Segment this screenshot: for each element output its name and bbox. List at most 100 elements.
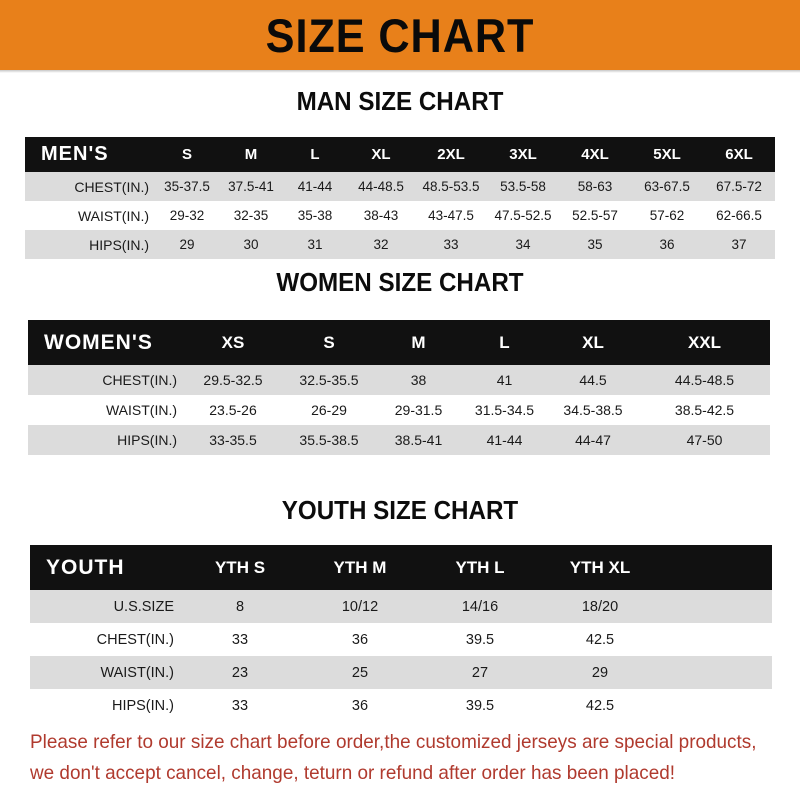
women-header-row: WOMEN'S XS S M L XL XXL — [28, 320, 770, 365]
table-row: WAIST(IN.) 23 25 27 29 — [30, 656, 772, 689]
men-cell: 44-48.5 — [358, 179, 404, 194]
women-size-header: M — [411, 332, 426, 352]
table-row: CHEST(IN.) 35-37.5 37.5-41 41-44 44-48.5… — [25, 172, 775, 201]
women-cell: 47-50 — [686, 432, 723, 448]
men-size-header: 6XL — [725, 146, 753, 163]
men-cell: 29 — [179, 237, 195, 252]
men-cell: 57-62 — [649, 208, 685, 223]
youth-row-label: WAIST(IN.) — [100, 664, 174, 681]
men-size-header: M — [244, 146, 258, 163]
women-row-label: WAIST(IN.) — [105, 402, 177, 418]
youth-cell: 14/16 — [461, 598, 499, 615]
youth-cell: 36 — [351, 697, 369, 714]
footer-warning-note: Please refer to our size chart before or… — [30, 727, 758, 789]
table-row: WAIST(IN.) 29-32 32-35 35-38 38-43 43-47… — [25, 201, 775, 230]
men-size-header: L — [310, 146, 320, 163]
women-size-header: XS — [221, 332, 245, 352]
youth-size-header: YTH S — [214, 557, 266, 577]
youth-cell: 39.5 — [465, 631, 495, 648]
youth-size-header: YTH XL — [569, 557, 631, 577]
youth-cell: 42.5 — [585, 697, 615, 714]
men-cell: 48.5-53.5 — [422, 179, 480, 194]
table-row: HIPS(IN.) 29 30 31 32 33 34 35 36 37 — [25, 230, 775, 259]
table-row: WAIST(IN.) 23.5-26 26-29 29-31.5 31.5-34… — [28, 395, 770, 425]
men-size-header: 3XL — [509, 146, 537, 163]
women-cell: 38.5-42.5 — [674, 402, 735, 418]
men-cell: 35 — [587, 237, 603, 252]
youth-header-spacer — [660, 545, 772, 590]
women-cell: 32.5-35.5 — [299, 372, 359, 388]
women-cell: 44.5-48.5 — [674, 372, 735, 388]
women-cell: 41 — [496, 372, 513, 388]
youth-size-header: YTH L — [455, 557, 505, 577]
youth-size-header: YTH M — [333, 557, 387, 577]
women-section-title: WOMEN SIZE CHART — [276, 267, 524, 297]
men-cell: 41-44 — [297, 179, 333, 194]
women-cell: 26-29 — [311, 402, 347, 418]
women-size-header: XL — [582, 332, 604, 352]
youth-cell: 29 — [591, 664, 609, 681]
women-corner-label: WOMEN'S — [44, 330, 153, 354]
youth-cell: 10/12 — [341, 598, 379, 615]
men-cell: 33 — [443, 237, 459, 252]
youth-header-row: YOUTH YTH S YTH M YTH L YTH XL — [30, 545, 772, 590]
men-cell: 31 — [307, 237, 323, 252]
youth-cell: 25 — [351, 664, 369, 681]
women-cell: 38.5-41 — [394, 432, 443, 448]
youth-size-table: YOUTH YTH S YTH M YTH L YTH XL U.S.SIZE … — [30, 545, 772, 722]
men-cell: 63-67.5 — [644, 179, 690, 194]
men-cell: 43-47.5 — [428, 208, 474, 223]
women-cell: 31.5-34.5 — [474, 402, 535, 418]
youth-cell-spacer — [660, 590, 772, 623]
women-cell: 33-35.5 — [209, 432, 257, 448]
table-row: HIPS(IN.) 33 36 39.5 42.5 — [30, 689, 772, 722]
women-cell: 44.5 — [579, 372, 607, 388]
men-size-table: MEN'S S M L XL 2XL 3XL 4XL 5XL 6XL CHEST… — [25, 137, 775, 259]
men-section-title: MAN SIZE CHART — [296, 86, 504, 116]
men-cell: 35-37.5 — [164, 179, 210, 194]
footer-line-1: Please refer to our size chart before or… — [30, 731, 757, 753]
men-header-row: MEN'S S M L XL 2XL 3XL 4XL 5XL 6XL — [25, 137, 775, 172]
women-cell: 34.5-38.5 — [563, 402, 623, 418]
men-cell: 58-63 — [577, 179, 613, 194]
women-cell: 38 — [410, 372, 427, 388]
youth-corner-label: YOUTH — [46, 555, 125, 579]
men-row-label: CHEST(IN.) — [74, 178, 149, 195]
women-cell: 35.5-38.5 — [299, 432, 359, 448]
men-row-label: HIPS(IN.) — [89, 236, 149, 253]
youth-cell-spacer — [660, 623, 772, 656]
women-cell: 29-31.5 — [394, 402, 443, 418]
men-cell: 34 — [515, 237, 531, 252]
men-cell: 37.5-41 — [228, 179, 274, 194]
men-cell: 30 — [243, 237, 259, 252]
women-cell: 44-47 — [575, 432, 611, 448]
table-row: CHEST(IN.) 29.5-32.5 32.5-35.5 38 41 44.… — [28, 365, 770, 395]
youth-cell: 18/20 — [581, 598, 619, 615]
men-cell: 67.5-72 — [716, 179, 762, 194]
men-size-header: 4XL — [581, 146, 609, 163]
youth-section-title: YOUTH SIZE CHART — [281, 495, 519, 525]
youth-cell: 33 — [231, 697, 249, 714]
youth-cell-spacer — [660, 689, 772, 722]
youth-row-label: HIPS(IN.) — [111, 697, 174, 714]
banner-shadow — [0, 70, 800, 73]
page-banner: SIZE CHART — [0, 0, 800, 70]
men-cell: 38-43 — [363, 208, 399, 223]
table-row: HIPS(IN.) 33-35.5 35.5-38.5 38.5-41 41-4… — [28, 425, 770, 455]
men-size-header: 2XL — [437, 146, 465, 163]
women-cell: 29.5-32.5 — [203, 372, 263, 388]
men-size-header: 5XL — [653, 146, 681, 163]
men-cell: 35-38 — [297, 208, 333, 223]
page-title: SIZE CHART — [265, 8, 535, 62]
men-corner-label: MEN'S — [41, 143, 109, 165]
table-row: U.S.SIZE 8 10/12 14/16 18/20 — [30, 590, 772, 623]
men-size-header: S — [181, 146, 192, 163]
women-size-header: S — [323, 332, 335, 352]
youth-cell: 39.5 — [465, 697, 495, 714]
women-cell: 41-44 — [486, 432, 523, 448]
men-cell: 53.5-58 — [500, 179, 546, 194]
women-row-label: HIPS(IN.) — [117, 432, 177, 448]
youth-cell: 27 — [471, 664, 489, 681]
men-cell: 52.5-57 — [572, 208, 618, 223]
